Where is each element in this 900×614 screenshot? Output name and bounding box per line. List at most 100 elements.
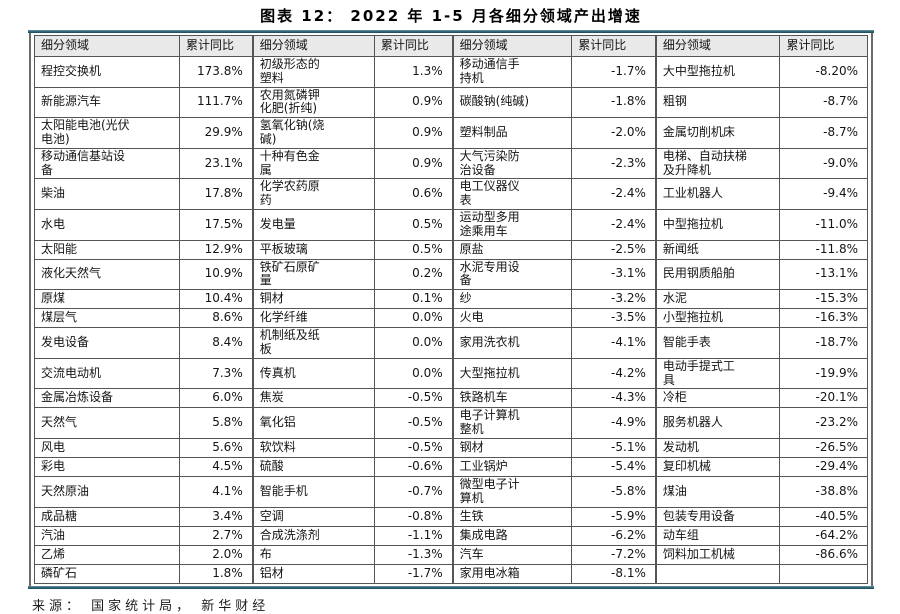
sector-name-cell: 金属冶炼设备 bbox=[34, 388, 180, 409]
sector-name-cell: 新闻纸 bbox=[654, 239, 781, 260]
sector-name-cell: 太阳能 bbox=[34, 239, 180, 260]
sector-name-cell: 磷矿石 bbox=[34, 563, 180, 584]
yoy-value-cell: -23.2% bbox=[779, 407, 868, 439]
table-row: 天然原油 4.1% 智能手机 -0.7% 微型电子计 算机 -5.8% 煤油 -38.8% bbox=[34, 475, 868, 508]
yoy-value-cell: -18.7% bbox=[779, 327, 868, 359]
page-title: 图表 12： 2022 年 1-5 月各细分领域产出增速 bbox=[260, 7, 642, 25]
header-yoy: 累计同比 bbox=[373, 35, 454, 57]
sector-name-cell: 化学纤维 bbox=[251, 308, 375, 329]
yoy-value-cell: -6.2% bbox=[571, 525, 657, 546]
sector-name-cell: 发动机 bbox=[654, 437, 781, 458]
sector-name-cell: 软饮料 bbox=[251, 437, 375, 458]
sector-name-cell: 煤油 bbox=[654, 475, 781, 508]
sector-name-cell: 工业锅炉 bbox=[451, 456, 573, 477]
yoy-value-cell: -11.0% bbox=[779, 208, 868, 241]
yoy-value-cell: 111.7% bbox=[178, 86, 254, 119]
sector-name-cell: 民用钢质船舶 bbox=[654, 258, 781, 291]
yoy-value-cell: 3.4% bbox=[178, 506, 254, 527]
sector-name-cell: 中型拖拉机 bbox=[654, 208, 781, 241]
yoy-value-cell: -5.9% bbox=[571, 506, 657, 527]
yoy-value-cell: 4.5% bbox=[178, 456, 254, 477]
table-row: 风电 5.6% 软饮料 -0.5% 钢材 -5.1% 发动机 -26.5% bbox=[34, 437, 868, 458]
sector-name-cell: 成品糖 bbox=[34, 506, 180, 527]
yoy-value-cell: -3.5% bbox=[571, 308, 657, 329]
sector-name-cell: 柴油 bbox=[34, 178, 180, 210]
yoy-value-cell: 0.0% bbox=[373, 308, 454, 329]
sector-name-cell: 动车组 bbox=[654, 525, 781, 546]
table-row: 成品糖 3.4% 空调 -0.8% 生铁 -5.9% 包装专用设备 -40.5% bbox=[34, 506, 868, 527]
yoy-value-cell: 0.1% bbox=[373, 289, 454, 310]
yoy-value-cell: 10.4% bbox=[178, 289, 254, 310]
top-rule bbox=[28, 30, 874, 33]
yoy-value-cell: 23.1% bbox=[178, 147, 254, 180]
yoy-value-cell: 0.6% bbox=[373, 178, 454, 210]
header-sector: 细分领域 bbox=[654, 35, 781, 57]
yoy-value-cell: -4.1% bbox=[571, 327, 657, 359]
table-row: 彩电 4.5% 硫酸 -0.6% 工业锅炉 -5.4% 复印机械 -29.4% bbox=[34, 456, 868, 477]
yoy-value-cell: -1.7% bbox=[373, 563, 454, 584]
sector-name-cell: 平板玻璃 bbox=[251, 239, 375, 260]
sector-name-cell: 铜材 bbox=[251, 289, 375, 310]
table-row: 乙烯 2.0% 布 -1.3% 汽车 -7.2% 饲料加工机械 -86.6% bbox=[34, 544, 868, 565]
yoy-value-cell: -86.6% bbox=[779, 544, 868, 565]
yoy-value-cell: -0.5% bbox=[373, 388, 454, 409]
yoy-value-cell: -38.8% bbox=[779, 475, 868, 508]
sector-name-cell: 大型拖拉机 bbox=[451, 357, 573, 390]
table-row: 汽油 2.7% 合成洗涤剂 -1.1% 集成电路 -6.2% 动车组 -64.2% bbox=[34, 525, 868, 546]
sector-name-cell: 集成电路 bbox=[451, 525, 573, 546]
sector-name-cell: 铁矿石原矿 量 bbox=[251, 258, 375, 291]
yoy-value-cell: -1.7% bbox=[571, 56, 657, 88]
sector-name-cell: 乙烯 bbox=[34, 544, 180, 565]
yoy-value-cell: -16.3% bbox=[779, 308, 868, 329]
yoy-value-cell: -2.5% bbox=[571, 239, 657, 260]
sector-name-cell: 包装专用设备 bbox=[654, 506, 781, 527]
sector-name-cell: 钢材 bbox=[451, 437, 573, 458]
yoy-value-cell: -11.8% bbox=[779, 239, 868, 260]
sector-name-cell: 微型电子计 算机 bbox=[451, 475, 573, 508]
yoy-value-cell: 8.6% bbox=[178, 308, 254, 329]
table-row: 煤层气 8.6% 化学纤维 0.0% 火电 -3.5% 小型拖拉机 -16.3% bbox=[34, 308, 868, 329]
yoy-value-cell: -19.9% bbox=[779, 357, 868, 390]
yoy-value-cell: -1.1% bbox=[373, 525, 454, 546]
sector-name-cell: 塑料制品 bbox=[451, 117, 573, 149]
yoy-value-cell: 6.0% bbox=[178, 388, 254, 409]
yoy-value-cell: -8.7% bbox=[779, 117, 868, 149]
yoy-value-cell: -4.3% bbox=[571, 388, 657, 409]
yoy-value-cell: -9.4% bbox=[779, 178, 868, 210]
sector-name-cell: 铁路机车 bbox=[451, 388, 573, 409]
table-row: 程控交换机 173.8% 初级形态的 塑料 1.3% 移动通信手 持机 -1.7% 大中型拖… bbox=[34, 56, 868, 88]
table-row: 移动通信基站设 备 23.1% 十种有色金 属 0.9% 大气污染防 治设备 -2.3% 电… bbox=[34, 147, 868, 180]
yoy-value-cell: -7.2% bbox=[571, 544, 657, 565]
sector-name-cell: 氧化铝 bbox=[251, 407, 375, 439]
yoy-value-cell: -4.2% bbox=[571, 357, 657, 390]
sector-name-cell: 原煤 bbox=[34, 289, 180, 310]
sector-name-cell: 程控交换机 bbox=[34, 56, 180, 88]
sector-name-cell: 纱 bbox=[451, 289, 573, 310]
yoy-value-cell: 5.8% bbox=[178, 407, 254, 439]
sector-name-cell: 水电 bbox=[34, 208, 180, 241]
sector-name-cell: 太阳能电池(光伏 电池) bbox=[34, 117, 180, 149]
yoy-value-cell: 1.8% bbox=[178, 563, 254, 584]
sector-name-cell: 电动手提式工 具 bbox=[654, 357, 781, 390]
sector-name-cell: 大中型拖拉机 bbox=[654, 56, 781, 88]
yoy-value-cell: 0.0% bbox=[373, 357, 454, 390]
yoy-value-cell: 0.5% bbox=[373, 239, 454, 260]
sector-name-cell: 新能源汽车 bbox=[34, 86, 180, 119]
sector-name-cell: 家用电冰箱 bbox=[451, 563, 573, 584]
table-row: 液化天然气 10.9% 铁矿石原矿 量 0.2% 水泥专用设 备 -3.1% 民用钢质船舶 -… bbox=[34, 258, 868, 291]
sector-name-cell: 运动型多用 途乘用车 bbox=[451, 208, 573, 241]
yoy-value-cell: 2.0% bbox=[178, 544, 254, 565]
header-sector: 细分领域 bbox=[34, 35, 180, 57]
sector-name-cell: 家用洗衣机 bbox=[451, 327, 573, 359]
sector-name-cell: 化学农药原 药 bbox=[251, 178, 375, 210]
sector-name-cell: 大气污染防 治设备 bbox=[451, 147, 573, 180]
sector-name-cell: 交流电动机 bbox=[34, 357, 180, 390]
sector-name-cell: 金属切削机床 bbox=[654, 117, 781, 149]
yoy-value-cell: 0.2% bbox=[373, 258, 454, 291]
yoy-value-cell: 12.9% bbox=[178, 239, 254, 260]
sector-name-cell: 汽车 bbox=[451, 544, 573, 565]
sector-name-cell: 初级形态的 塑料 bbox=[251, 56, 375, 88]
sector-name-cell: 饲料加工机械 bbox=[654, 544, 781, 565]
table-row: 天然气 5.8% 氧化铝 -0.5% 电子计算机 整机 -4.9% 服务机器人 -23.2% bbox=[34, 407, 868, 439]
sector-name-cell: 原盐 bbox=[451, 239, 573, 260]
